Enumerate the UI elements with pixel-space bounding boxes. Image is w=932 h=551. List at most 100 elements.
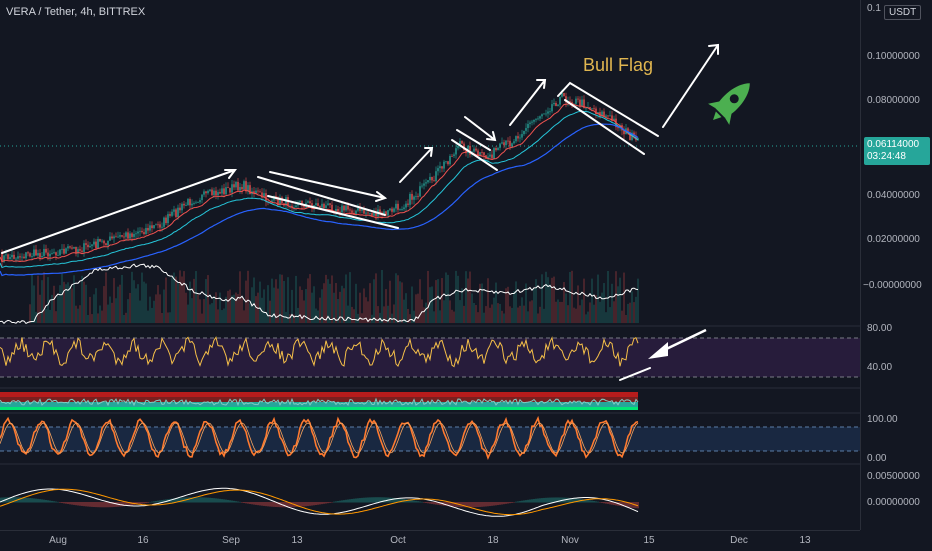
- volume-bar: [373, 279, 375, 323]
- arrow-flag-1[interactable]: [269, 171, 388, 202]
- rsi-callout-arrow[interactable]: [648, 328, 707, 359]
- arrow-breakout-2[interactable]: [509, 79, 547, 126]
- candle-body: [407, 203, 409, 205]
- candle-body: [227, 187, 229, 188]
- volume-bar: [267, 285, 269, 323]
- candle-body: [29, 253, 31, 257]
- volume-bar: [537, 313, 539, 323]
- arrow-target[interactable]: [662, 43, 719, 128]
- volume-bar: [493, 297, 495, 323]
- candle-body: [179, 207, 181, 211]
- macd-bar: [97, 502, 99, 508]
- volume-bar: [91, 314, 93, 323]
- macd-bar: [21, 497, 23, 503]
- macd-bar: [105, 502, 107, 508]
- macd-bar: [69, 502, 71, 505]
- macd-bar: [373, 497, 375, 503]
- channel-bottom-1[interactable]: [267, 195, 399, 229]
- volume-bar: [625, 314, 627, 323]
- macd-bar: [529, 499, 531, 503]
- volume-bar: [187, 304, 189, 323]
- macd-bar: [535, 498, 537, 503]
- volume-bar: [297, 307, 299, 323]
- channel-top-1[interactable]: [257, 176, 386, 216]
- volume-bar: [117, 286, 119, 323]
- arrow-breakout-1[interactable]: [399, 147, 434, 183]
- macd-bar: [125, 502, 127, 507]
- volume-bar: [397, 275, 399, 323]
- macd-bar: [547, 497, 549, 503]
- chart-area[interactable]: VERA / Tether, 4h, BITTREX Bull Flag: [0, 0, 860, 530]
- volume-bar: [483, 312, 485, 323]
- macd-bar: [121, 502, 123, 507]
- macd-bar: [201, 497, 203, 503]
- arrow-flag-2[interactable]: [464, 116, 497, 142]
- volume-bar: [317, 310, 319, 323]
- volume-bar: [37, 275, 39, 323]
- volume-bar: [581, 299, 583, 323]
- macd-bar: [27, 497, 29, 503]
- volume-bar: [269, 300, 271, 323]
- currency-badge[interactable]: USDT: [884, 5, 922, 20]
- rsi-support-line[interactable]: [619, 367, 651, 381]
- macd-bar: [623, 502, 625, 507]
- macd-bar: [427, 502, 429, 504]
- time-axis[interactable]: Aug 16 Sep 13 Oct 18 Nov 15 Dec 13: [0, 530, 860, 551]
- bull-flag-top[interactable]: [557, 81, 659, 137]
- channel-top-2[interactable]: [456, 129, 491, 151]
- macd-bar: [303, 502, 305, 507]
- candle-body: [243, 181, 245, 190]
- price-label-top: 0.1: [867, 3, 881, 14]
- candle-body: [309, 201, 311, 204]
- volume-bar: [63, 281, 65, 323]
- macd-bar: [61, 502, 63, 504]
- rsi-scale-label: 80.00: [867, 323, 893, 334]
- candle-body: [51, 253, 53, 254]
- macd-bar: [291, 502, 293, 508]
- macd-bar: [575, 498, 577, 503]
- channel-bottom-2[interactable]: [451, 139, 498, 171]
- macd-bar: [361, 497, 363, 503]
- volume-bar: [495, 282, 497, 323]
- macd-bar: [19, 497, 21, 503]
- volume-bar: [433, 311, 435, 323]
- macd-bar: [83, 502, 85, 507]
- drawings[interactable]: [1, 43, 719, 381]
- macd-bar: [295, 502, 297, 508]
- macd-bar: [181, 497, 183, 503]
- candle-body: [33, 249, 35, 257]
- volume-bar: [615, 271, 617, 323]
- volume-bar: [565, 293, 567, 323]
- bull-flag-bottom[interactable]: [564, 99, 645, 155]
- macd-bar: [577, 498, 579, 503]
- symbol-title[interactable]: VERA / Tether, 4h, BITTREX: [6, 6, 146, 18]
- volume-bar: [213, 296, 215, 323]
- volume-bar: [271, 278, 273, 323]
- volume-bar: [517, 307, 519, 323]
- rocket-icon: [708, 83, 750, 125]
- candle-body: [437, 168, 439, 172]
- bull-flag-annotation[interactable]: Bull Flag: [583, 55, 654, 75]
- candle-body: [585, 107, 587, 109]
- macd-bar: [263, 502, 265, 506]
- candle-body: [39, 253, 41, 258]
- macd-bar: [499, 502, 501, 505]
- macd-bar: [235, 501, 237, 503]
- volume-bar: [137, 284, 139, 323]
- chart-canvas[interactable]: [0, 0, 860, 530]
- volume-bar: [209, 304, 211, 323]
- macd-bar: [451, 502, 453, 507]
- volume-bar: [393, 304, 395, 323]
- volume-bar: [287, 277, 289, 323]
- candle-body: [13, 254, 15, 259]
- arrow-up-trend[interactable]: [1, 169, 237, 254]
- volume-bar: [623, 272, 625, 323]
- macd-bar: [0, 497, 1, 503]
- macd-bar: [589, 500, 591, 503]
- bar-countdown: 03:24:48: [867, 151, 906, 162]
- price-scale[interactable]: 0.1 0.10000000 0.08000000 0.04000000 0.0…: [860, 0, 932, 530]
- ribbon-red-band: [0, 392, 638, 397]
- volume-bar: [113, 278, 115, 323]
- macd-bar: [241, 502, 243, 503]
- candle-body: [555, 102, 557, 107]
